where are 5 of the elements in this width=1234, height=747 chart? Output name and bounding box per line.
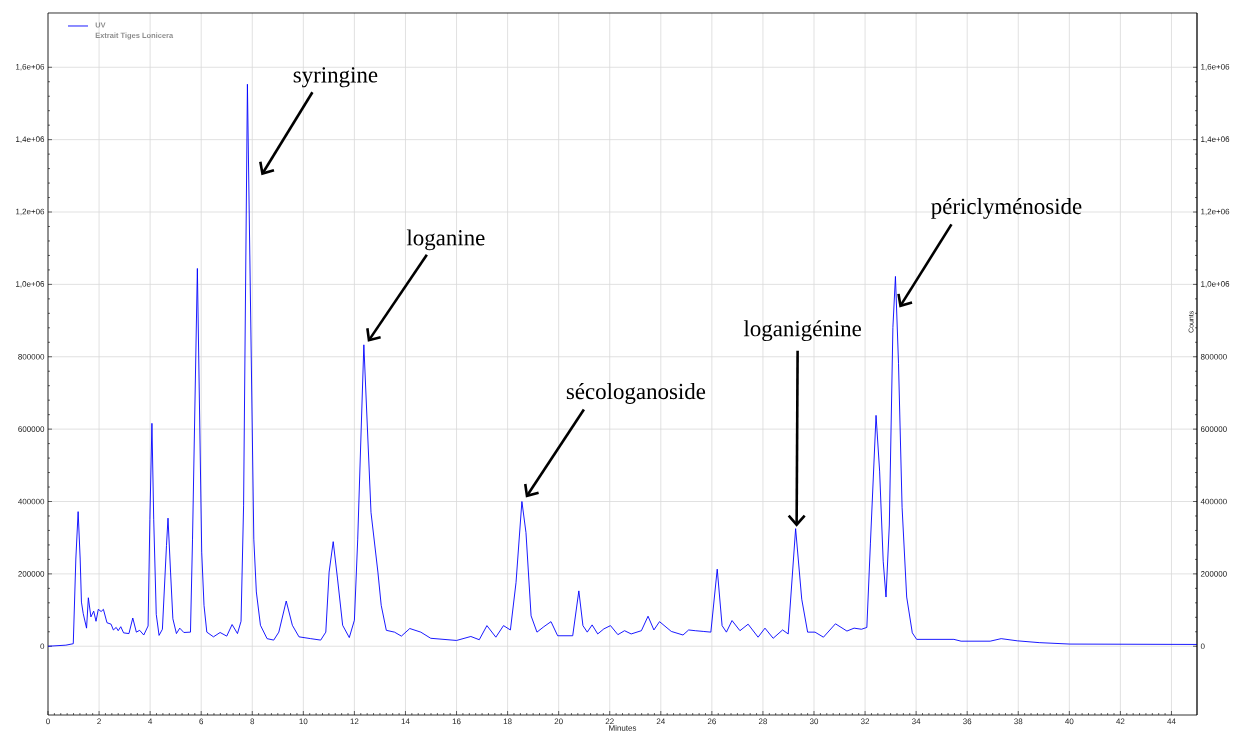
annotation: sécologanoside: [566, 383, 706, 404]
annotation: loganigénine: [743, 320, 862, 342]
annotation: loganine: [406, 229, 485, 251]
annotation: périclyménoside: [931, 197, 1082, 219]
annotation: syringine: [293, 67, 378, 88]
